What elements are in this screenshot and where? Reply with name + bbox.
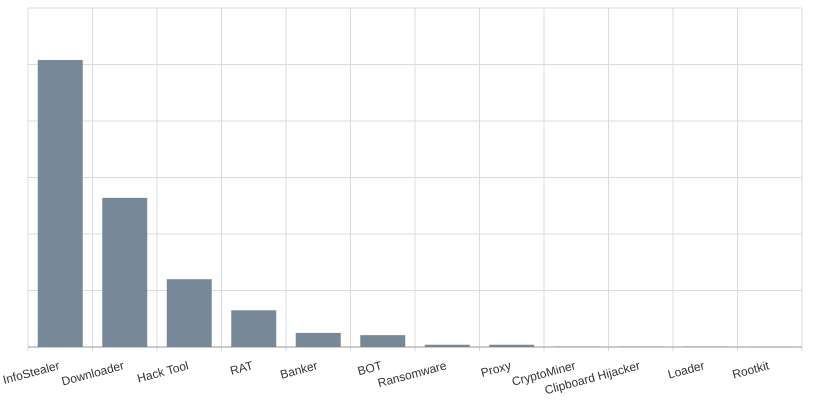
bar (102, 197, 148, 347)
x-tick-label: Rootkit (731, 358, 771, 381)
x-tick-label: Downloader (60, 358, 125, 388)
bar (553, 346, 599, 347)
x-tick-label: Banker (279, 358, 319, 381)
bar (37, 59, 83, 347)
bar (424, 344, 470, 347)
x-tick-label: Proxy (479, 358, 512, 379)
x-tick-label: Ransomware (376, 358, 448, 390)
bar (682, 346, 728, 347)
x-tick-label: Loader (666, 358, 706, 381)
x-tick-label: InfoStealer (1, 358, 61, 387)
bar (747, 346, 793, 348)
bar (166, 279, 212, 347)
x-tick-label: RAT (229, 358, 256, 378)
x-tick-label: BOT (356, 358, 384, 378)
x-tick-label: Hack Tool (136, 358, 190, 385)
bar (360, 335, 406, 347)
bar (489, 344, 535, 347)
bar (231, 310, 277, 347)
bar (618, 346, 664, 347)
bar (295, 332, 341, 347)
